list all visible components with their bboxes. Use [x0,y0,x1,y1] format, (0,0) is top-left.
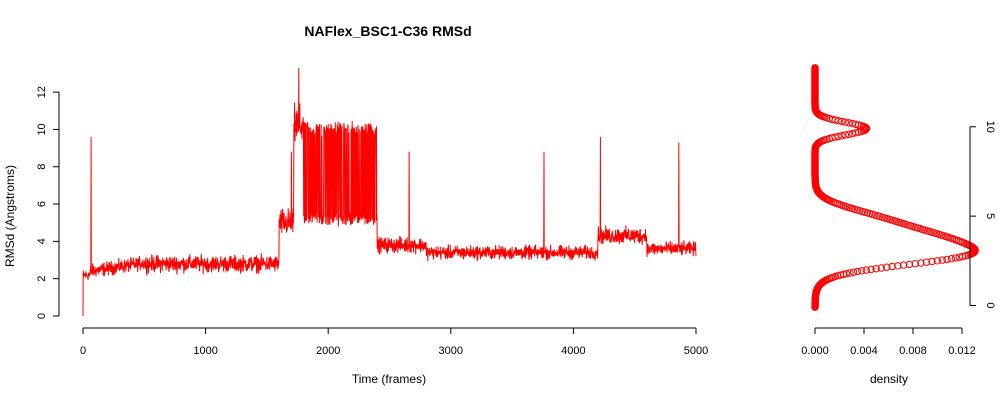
density-x-tick-label: 0.008 [899,345,927,357]
chart-title: NAFlex_BSC1-C36 RMSd [304,23,471,39]
density-point [838,132,846,140]
density-point [943,255,951,264]
density-x-tick-label: 0.000 [801,345,829,357]
density-point [848,119,857,128]
density-axis-label: density [870,372,908,386]
density-point [841,118,849,126]
density-point [938,256,946,264]
density-point [877,264,885,272]
density-point [872,265,880,273]
x-tick-label: 3000 [439,345,463,357]
density-point [831,133,839,141]
density-point [911,260,919,268]
density-point [883,263,891,271]
y-axis-label: RMSd (Angstroms) [3,165,17,267]
density-point [867,265,875,274]
density-point [951,254,960,262]
density-point [888,262,896,271]
density-point [928,257,936,266]
density-point [958,252,967,261]
rmsd-timeseries-plot: 0 1000 2000 3000 4000 5000 0 2 4 6 8 10 12 [36,67,708,357]
density-y-tick-label: 5 [984,213,996,219]
x-tick-label: 0 [80,345,86,357]
density-x-tick-label: 0.004 [850,345,878,357]
y-tick-label: 8 [36,164,48,170]
x-tick-label: 1000 [193,345,217,357]
density-point [899,261,908,269]
density-point [834,132,842,141]
density-point [922,258,931,266]
density-point [852,120,860,129]
density-point [858,267,866,275]
density-y-tick-label: 0 [984,302,996,308]
rmsd-series-line [82,67,697,317]
x-tick-label: 4000 [561,345,585,357]
density-point [853,267,862,276]
density-point [862,266,870,274]
x-tick-label: 2000 [316,345,340,357]
x-tick-label: 5000 [684,345,708,357]
density-y-tick-label: 10 [984,121,996,133]
x-axis-label: Time (frames) [352,372,426,386]
density-point [917,259,925,267]
density-point [838,117,846,126]
density-point [842,270,851,278]
y-tick-label: 0 [36,313,48,319]
density-point [894,262,902,270]
y-tick-label: 6 [36,201,48,207]
density-point [849,268,858,276]
density-point [852,129,860,137]
density-point [811,64,819,72]
density-point [841,131,849,139]
density-point [845,119,853,127]
y-tick-label: 2 [36,276,48,282]
density-point [947,255,956,263]
density-point [933,257,941,265]
density-x-tick-label: 0.012 [948,345,976,357]
y-tick-label: 4 [36,238,48,244]
density-plot: 0.000 0.004 0.008 0.012 0 5 10 [801,64,996,357]
y-tick-label: 10 [36,123,48,135]
density-point [846,269,854,277]
density-point [845,130,853,139]
density-point [905,260,914,269]
y-tick-label: 12 [36,86,48,98]
